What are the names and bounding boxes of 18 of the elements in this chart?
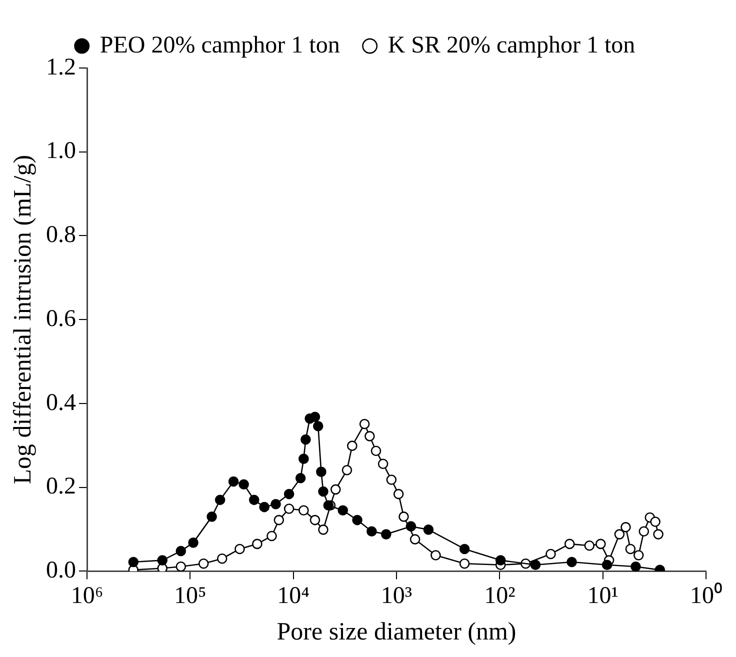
x-tick-label: 10⁰	[690, 582, 722, 609]
y-tick-label: 0.4	[46, 390, 76, 416]
x-tick-label: 10⁶	[70, 582, 104, 609]
x-tick-label: 10²	[484, 582, 516, 609]
y-tick-label: 0.2	[46, 474, 76, 500]
legend-label: PEO 20% camphor 1 ton	[100, 32, 340, 58]
x-tick-label: 10⁵	[174, 582, 206, 609]
y-tick-label: 0.6	[46, 306, 76, 332]
x-tick-label: 10³	[380, 582, 412, 609]
x-axis-title: Pore size diameter (nm)	[276, 618, 516, 646]
x-tick-label: 10⁴	[277, 582, 310, 609]
y-tick-label: 1.0	[46, 138, 76, 164]
legend-label: K SR 20% camphor 1 ton	[388, 32, 636, 58]
y-tick-label: 0.0	[46, 557, 76, 584]
y-tick-label: 0.8	[46, 222, 76, 248]
x-tick-label: 10¹	[587, 582, 618, 609]
y-tick-label: 1.2	[46, 54, 76, 80]
y-axis-title: Log differential intrusion (mL/g)	[10, 154, 37, 484]
